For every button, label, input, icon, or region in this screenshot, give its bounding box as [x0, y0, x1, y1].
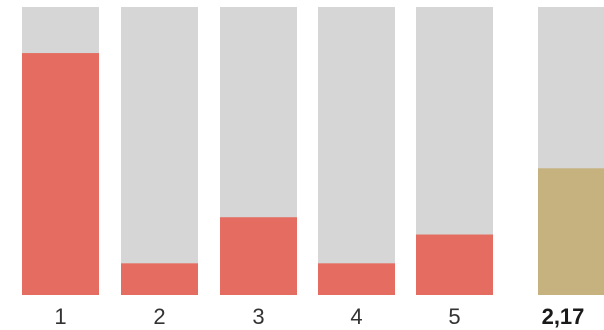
bar-1 [22, 53, 99, 295]
bar-4 [318, 263, 395, 295]
summary-average-label: 2,17 [542, 304, 585, 329]
x-tick-label-5: 5 [448, 304, 460, 329]
bar-5 [416, 234, 493, 295]
bar-2 [121, 263, 198, 295]
x-tick-label-3: 3 [252, 304, 264, 329]
x-tick-label-1: 1 [54, 304, 66, 329]
bar-track-4 [318, 7, 395, 295]
x-tick-label-4: 4 [350, 304, 362, 329]
summary-bar [538, 168, 604, 295]
bar-3 [220, 217, 297, 295]
bar-track-2 [121, 7, 198, 295]
x-tick-label-2: 2 [153, 304, 165, 329]
